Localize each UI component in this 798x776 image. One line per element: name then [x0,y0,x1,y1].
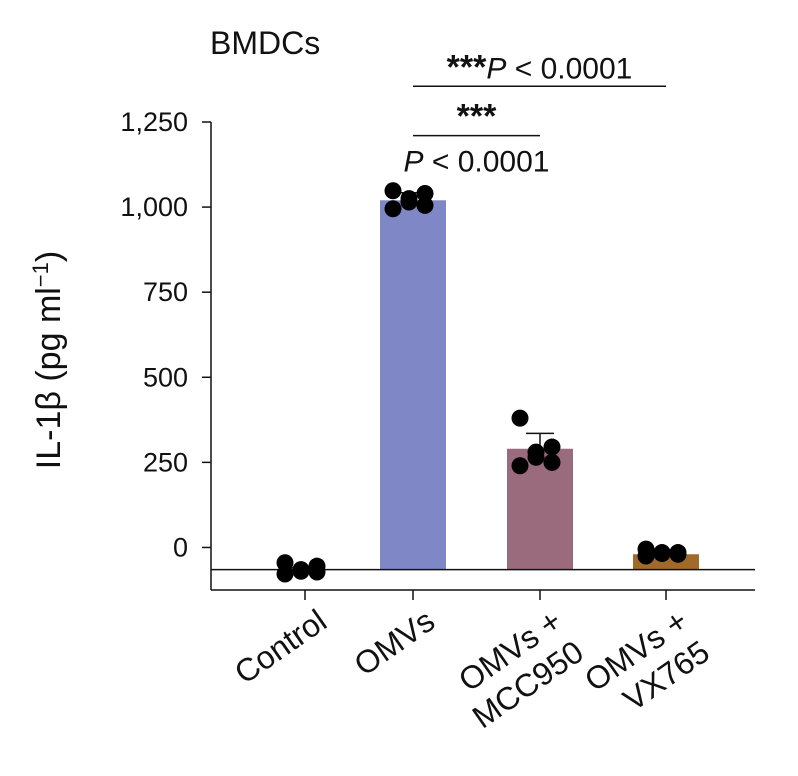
y-tick-label: 750 [143,277,188,307]
significance-stars: *** [447,48,487,86]
data-point [416,184,434,202]
bar [380,200,446,570]
data-point [637,540,655,558]
y-tick-label: 500 [143,362,188,392]
data-point [543,453,561,471]
significance-stars: *** [457,98,497,136]
chart-title: BMDCs [210,25,320,61]
data-point [416,196,434,214]
x-tick-label-line: Control [228,602,333,691]
data-point [292,562,310,580]
data-point [276,565,294,583]
data-point [527,443,545,461]
x-tick-label: OMVs +MCC950 [444,602,590,735]
data-point [511,409,529,427]
y-tick-label: 1,250 [120,107,188,137]
y-tick-label: 250 [143,447,188,477]
data-point [384,182,402,200]
data-point [543,438,561,456]
y-axis-label-text: IL-1β (pg ml [30,287,68,469]
x-tick-label: Control [228,602,333,691]
p-value-label: P < 0.0001 [404,146,550,179]
p-value: < 0.0001 [506,52,632,85]
p-symbol: P [486,52,506,85]
x-tick-label: OMVs +VX765 [578,602,716,729]
y-axis-label-superscript: −1 [28,262,53,287]
data-point [653,544,671,562]
y-axis-label: IL-1β (pg ml−1) [28,251,68,469]
x-tick-label-line: OMVs [348,602,441,682]
significance-label: ***P < 0.0001 [447,48,633,86]
data-point [308,563,326,581]
chart-marks: 0 250 500 750 1,000 1,250 Control OMVs OMVs +MCC… [120,48,755,735]
p-value: < 0.0001 [424,146,550,179]
y-tick-label: 1,000 [120,192,188,222]
data-point [511,457,529,475]
data-point [400,190,418,208]
y-tick-label: 0 [173,532,188,562]
p-symbol: P [404,146,424,179]
data-point [669,544,687,562]
data-point [384,200,402,218]
x-tick-label: OMVs [348,602,441,682]
y-axis-label-close: ) [30,251,68,262]
